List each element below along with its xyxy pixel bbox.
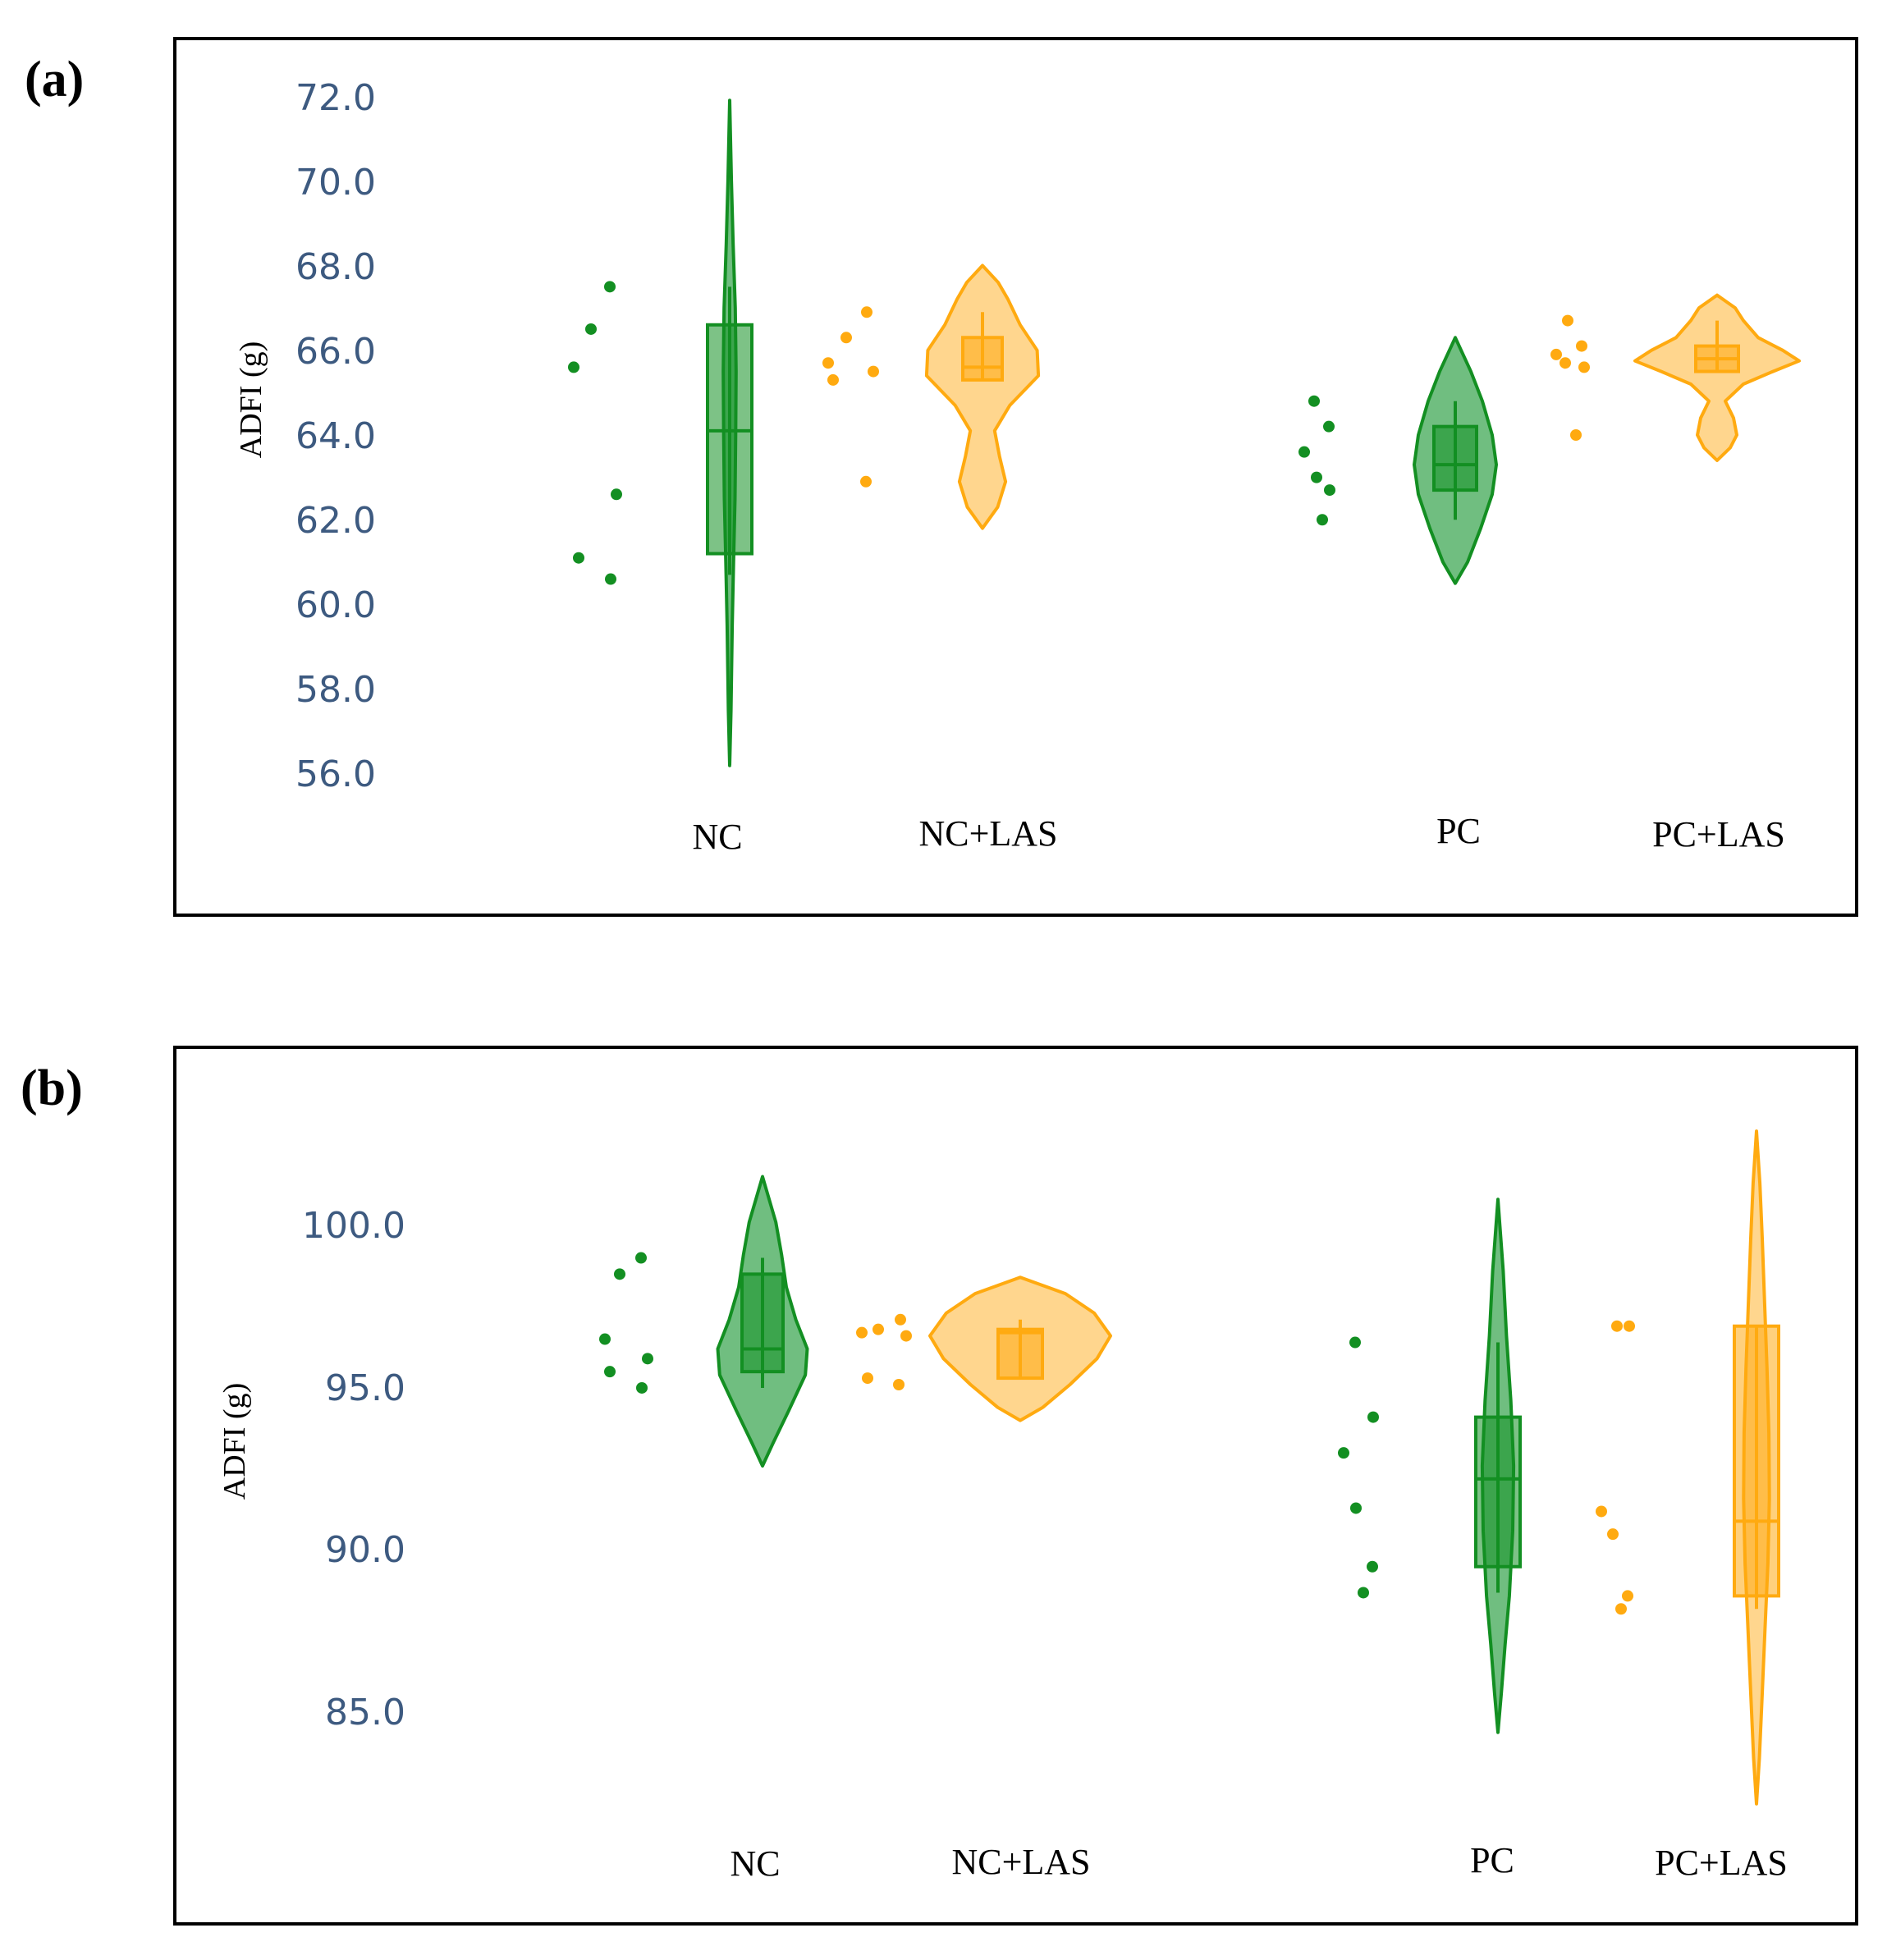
panel-a-y-tick: 62.0 [295, 500, 376, 542]
panel-a: (a) ADFI (g) 72.0 70.0 68.0 66.0 64.0 62… [25, 37, 1858, 917]
panel-a-y-tick: 58.0 [295, 669, 376, 711]
data-point-nc-las [862, 1372, 873, 1385]
panel-a-y-tick: 68.0 [295, 246, 376, 288]
data-point-nc [604, 281, 616, 293]
panel-b-category-label: PC+LAS [1655, 1843, 1788, 1883]
data-point-nc-las [868, 365, 879, 378]
box-nc [706, 323, 753, 556]
panel-a-y-tick: 72.0 [295, 77, 376, 119]
panel-b-y-tick: 95.0 [325, 1367, 405, 1409]
data-point-nc [604, 1366, 616, 1378]
data-point-nc [636, 1381, 648, 1394]
data-point-pc-las [1596, 1505, 1607, 1518]
data-point-pc-las [1615, 1603, 1627, 1615]
data-point-pc-las [1624, 1320, 1635, 1332]
panel-a-marks [568, 98, 1801, 767]
data-point-pc [1317, 514, 1328, 526]
data-point-pc-las [1570, 429, 1582, 441]
panel-a-frame [173, 37, 1858, 917]
panel-a-category-label: PC [1436, 811, 1481, 851]
data-point-nc [635, 1252, 647, 1264]
data-point-pc-las [1622, 1590, 1633, 1602]
violin-pc-las [1633, 293, 1801, 462]
panel-b-label: (b) [21, 1060, 83, 1116]
data-point-pc [1323, 420, 1335, 433]
data-point-nc [605, 573, 616, 585]
panel-a-y-axis-label: ADFI (g) [234, 341, 268, 458]
data-point-nc-las [856, 1326, 868, 1339]
data-point-pc-las [1560, 357, 1571, 369]
data-point-pc [1311, 471, 1322, 483]
data-point-nc-las [893, 1379, 905, 1390]
panel-a-label: (a) [25, 52, 84, 108]
panel-a-y-tick: 70.0 [295, 162, 376, 204]
data-point-nc [611, 488, 622, 501]
box-nc-las [996, 1327, 1044, 1381]
violin-nc-las [924, 263, 1041, 530]
panel-a-y-tick: 66.0 [295, 331, 376, 373]
panel-a-category-label: NC [692, 817, 742, 857]
panel-b-marks [599, 1129, 1780, 1806]
data-point-nc-las [895, 1313, 906, 1326]
panel-a-category-label: PC+LAS [1652, 814, 1785, 854]
data-point-pc-las [1562, 314, 1573, 327]
data-point-nc [614, 1268, 625, 1280]
data-point-nc [599, 1333, 611, 1345]
data-point-nc [585, 323, 597, 335]
data-point-nc-las [827, 373, 839, 386]
box-pc [1474, 1415, 1522, 1568]
panel-b-y-tick: 90.0 [325, 1529, 405, 1571]
panel-b-category-label: NC [730, 1843, 780, 1884]
panel-a-y-tick: 56.0 [295, 753, 376, 795]
box-nc-las [961, 336, 1004, 382]
panel-a-categories: NC NC+LAS PC PC+LAS [692, 811, 1784, 857]
data-point-pc-las [1611, 1320, 1623, 1332]
data-point-nc [573, 552, 584, 564]
panel-a-category-label: NC+LAS [918, 813, 1057, 854]
panel-b-category-label: NC+LAS [951, 1842, 1090, 1882]
data-point-nc [568, 361, 579, 373]
data-point-nc-las [900, 1330, 912, 1342]
box-pc [1432, 424, 1478, 492]
data-point-pc [1338, 1447, 1349, 1459]
panel-b: (b) ADFI (g) 100.0 95.0 90.0 85.0 NC NC+… [21, 1046, 1858, 1926]
panel-b-y-axis-label: ADFI (g) [218, 1383, 252, 1500]
data-point-pc [1308, 395, 1320, 407]
panel-b-frame [173, 1046, 1858, 1926]
panel-b-y-tick: 85.0 [325, 1692, 405, 1733]
data-point-pc [1367, 1560, 1378, 1573]
data-point-nc-las [860, 475, 872, 488]
data-point-pc-las [1607, 1528, 1619, 1541]
box-nc [740, 1272, 785, 1374]
panel-a-y-tick: 60.0 [295, 584, 376, 626]
data-point-pc-las [1550, 348, 1562, 360]
data-point-pc [1367, 1411, 1379, 1423]
data-point-nc-las [840, 332, 852, 344]
data-point-pc [1350, 1502, 1362, 1514]
data-point-pc [1298, 446, 1310, 458]
data-point-nc-las [861, 306, 873, 318]
data-point-nc-las [873, 1323, 884, 1335]
panel-b-y-tick: 100.0 [302, 1205, 405, 1247]
data-point-nc-las [822, 357, 834, 369]
panel-b-categories: NC NC+LAS PC PC+LAS [730, 1840, 1787, 1884]
box-pc-las [1733, 1324, 1780, 1598]
data-point-pc-las [1576, 340, 1587, 352]
panel-a-y-ticks: 72.0 70.0 68.0 66.0 64.0 62.0 60.0 58.0 … [295, 77, 376, 795]
data-point-pc [1349, 1336, 1361, 1349]
data-point-pc-las [1578, 361, 1590, 373]
panel-a-y-tick: 64.0 [295, 415, 376, 457]
panel-b-category-label: PC [1470, 1840, 1514, 1880]
panel-b-y-ticks: 100.0 95.0 90.0 85.0 [302, 1205, 405, 1733]
data-point-pc [1324, 484, 1335, 497]
data-point-pc [1358, 1587, 1369, 1599]
data-point-nc [642, 1353, 653, 1365]
